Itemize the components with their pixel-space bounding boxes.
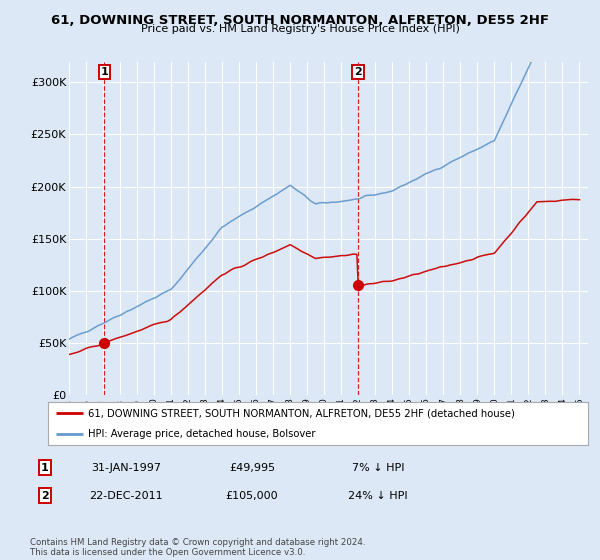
Text: 1: 1 <box>101 67 108 77</box>
Text: 31-JAN-1997: 31-JAN-1997 <box>91 463 161 473</box>
Text: 24% ↓ HPI: 24% ↓ HPI <box>348 491 408 501</box>
Text: 61, DOWNING STREET, SOUTH NORMANTON, ALFRETON, DE55 2HF: 61, DOWNING STREET, SOUTH NORMANTON, ALF… <box>51 14 549 27</box>
Text: 7% ↓ HPI: 7% ↓ HPI <box>352 463 404 473</box>
Text: 1: 1 <box>41 463 49 473</box>
Text: HPI: Average price, detached house, Bolsover: HPI: Average price, detached house, Bols… <box>89 430 316 439</box>
Text: Price paid vs. HM Land Registry's House Price Index (HPI): Price paid vs. HM Land Registry's House … <box>140 24 460 34</box>
Text: Contains HM Land Registry data © Crown copyright and database right 2024.
This d: Contains HM Land Registry data © Crown c… <box>30 538 365 557</box>
Text: 2: 2 <box>354 67 362 77</box>
Text: 22-DEC-2011: 22-DEC-2011 <box>89 491 163 501</box>
Text: 61, DOWNING STREET, SOUTH NORMANTON, ALFRETON, DE55 2HF (detached house): 61, DOWNING STREET, SOUTH NORMANTON, ALF… <box>89 408 515 418</box>
Text: £49,995: £49,995 <box>229 463 275 473</box>
Text: £105,000: £105,000 <box>226 491 278 501</box>
Text: 2: 2 <box>41 491 49 501</box>
